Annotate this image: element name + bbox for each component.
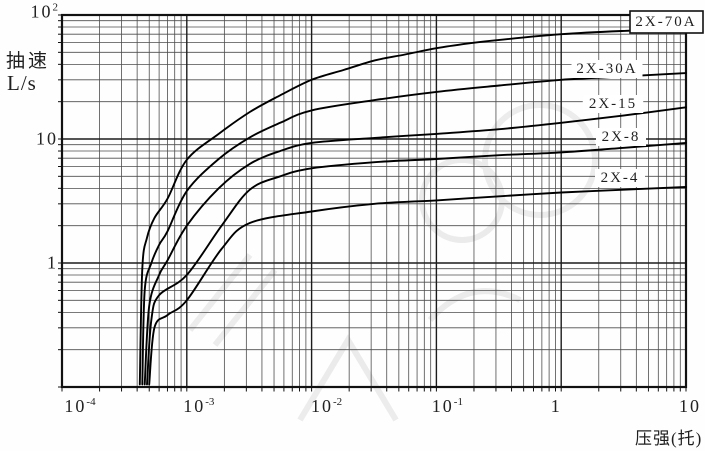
y-tick-label: 10	[36, 128, 58, 149]
curve-label: 2X-70A	[635, 14, 696, 30]
curve-label: 2X-4	[601, 170, 640, 186]
curve-2X-8	[146, 141, 687, 386]
x-tick-label: 10	[679, 396, 701, 416]
curve-label-bg	[582, 95, 644, 113]
y-tick-label: 1	[47, 252, 58, 273]
plot-frame	[60, 13, 688, 389]
pump-curves	[138, 27, 687, 386]
curve-label-bg	[571, 60, 643, 78]
curve-label: 2X-15	[589, 96, 637, 112]
x-tick-label: 10-2	[311, 396, 343, 416]
y-tick-label: 102	[30, 1, 59, 22]
curve-label-bg	[596, 128, 646, 146]
curve-2X-70A	[138, 27, 687, 386]
curve-label-bg	[595, 169, 645, 187]
x-tick-label: 1	[550, 396, 562, 416]
x-tick-label: 10-1	[431, 396, 463, 416]
y-axis-title-line2: L/s	[7, 71, 37, 95]
curve-label-box	[629, 10, 704, 34]
curve-label: 2X-30A	[576, 61, 637, 77]
curve-2X-4	[148, 186, 687, 386]
curve-2X-15	[143, 106, 687, 386]
x-axis-title: 压强(托)	[635, 429, 703, 448]
x-tick-label: 10-3	[183, 396, 215, 416]
x-tick-label: 10-4	[64, 396, 96, 416]
curve-label: 2X-8	[602, 129, 641, 145]
y-axis-title-line1: 抽速	[6, 51, 51, 72]
curve-labels: 2X-70A 2X-30A 2X-15 2X-8 2X-4	[571, 10, 704, 187]
curve-2X-30A	[141, 72, 687, 386]
